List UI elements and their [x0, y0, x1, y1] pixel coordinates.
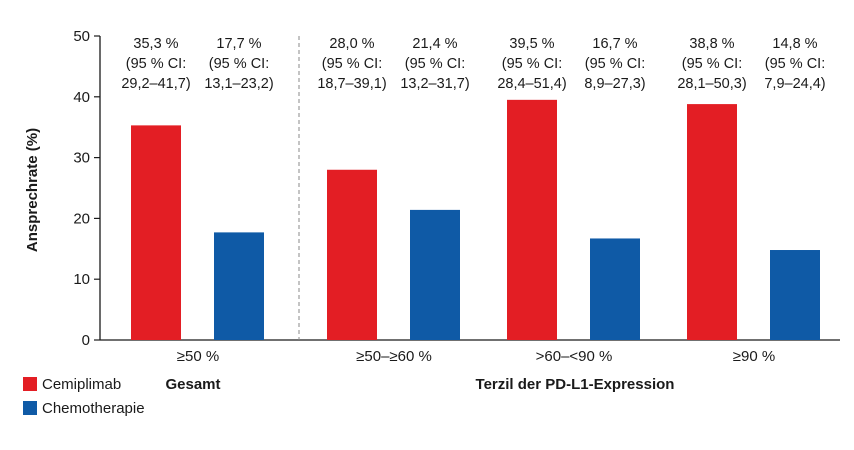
- data-label: 28,1–50,3): [677, 76, 746, 92]
- data-label: 16,7 %: [592, 36, 637, 52]
- category-label: ≥90 %: [733, 348, 775, 365]
- group-label: Gesamt: [165, 376, 220, 393]
- y-tick-group: 0 10 20 30 40 50: [73, 28, 100, 349]
- group-label: Terzil der PD-L1-Expression: [476, 376, 675, 393]
- bar-cemiplimab: [507, 99, 557, 340]
- bar-cemiplimab: [131, 125, 181, 340]
- data-label: (95 % CI:: [405, 56, 465, 72]
- y-tick-label: 50: [73, 28, 90, 45]
- data-label: 28,0 %: [329, 36, 374, 52]
- data-label: (95 % CI:: [765, 56, 825, 72]
- data-label: 21,4 %: [412, 36, 457, 52]
- legend-label: Chemotherapie: [42, 400, 145, 417]
- data-label: (95 % CI:: [585, 56, 645, 72]
- data-label: (95 % CI:: [209, 56, 269, 72]
- bar-cemiplimab: [327, 169, 377, 340]
- category-labels: ≥50 % ≥50–≥60 % >60–<90 % ≥90 % Gesamt Terzil…: [165, 348, 775, 393]
- category-label: >60–<90 %: [536, 348, 613, 365]
- y-tick-label: 40: [73, 89, 90, 106]
- data-label: 13,1–23,2): [204, 76, 273, 92]
- data-label: 38,8 %: [689, 36, 734, 52]
- y-tick-label: 30: [73, 150, 90, 167]
- legend: Cemiplimab Chemotherapie: [23, 376, 145, 417]
- y-axis-label: Ansprechrate (%): [24, 128, 41, 252]
- data-label: (95 % CI:: [682, 56, 742, 72]
- y-tick-label: 0: [82, 332, 90, 349]
- data-label: 14,8 %: [772, 36, 817, 52]
- data-label: 7,9–24,4): [764, 76, 825, 92]
- data-label: 18,7–39,1): [317, 76, 386, 92]
- data-labels: 35,3 % (95 % CI: 29,2–41,7) 28,0 % (95 % CI:…: [121, 36, 825, 92]
- data-label: (95 % CI:: [126, 56, 186, 72]
- bar-chemotherapie: [770, 250, 820, 340]
- legend-swatch-cemiplimab: [23, 377, 37, 391]
- data-label: 39,5 %: [509, 36, 554, 52]
- legend-swatch-chemotherapie: [23, 401, 37, 415]
- data-label: (95 % CI:: [502, 56, 562, 72]
- data-label: 29,2–41,7): [121, 76, 190, 92]
- bar-chemotherapie: [410, 209, 460, 340]
- data-label: 13,2–31,7): [400, 76, 469, 92]
- bar-chemotherapie: [590, 238, 640, 340]
- data-label: 8,9–27,3): [584, 76, 645, 92]
- bars: [131, 99, 820, 340]
- category-label: ≥50–≥60 %: [356, 348, 432, 365]
- data-label: 28,4–51,4): [497, 76, 566, 92]
- data-label: (95 % CI:: [322, 56, 382, 72]
- bar-cemiplimab: [687, 104, 737, 340]
- category-label: ≥50 %: [177, 348, 219, 365]
- y-tick-label: 20: [73, 210, 90, 227]
- data-label: 35,3 %: [133, 36, 178, 52]
- legend-label: Cemiplimab: [42, 376, 121, 393]
- bar-chemotherapie: [214, 232, 264, 340]
- y-tick-label: 10: [73, 271, 90, 288]
- data-label: 17,7 %: [216, 36, 261, 52]
